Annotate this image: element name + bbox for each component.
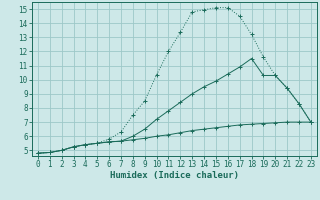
X-axis label: Humidex (Indice chaleur): Humidex (Indice chaleur) <box>110 171 239 180</box>
